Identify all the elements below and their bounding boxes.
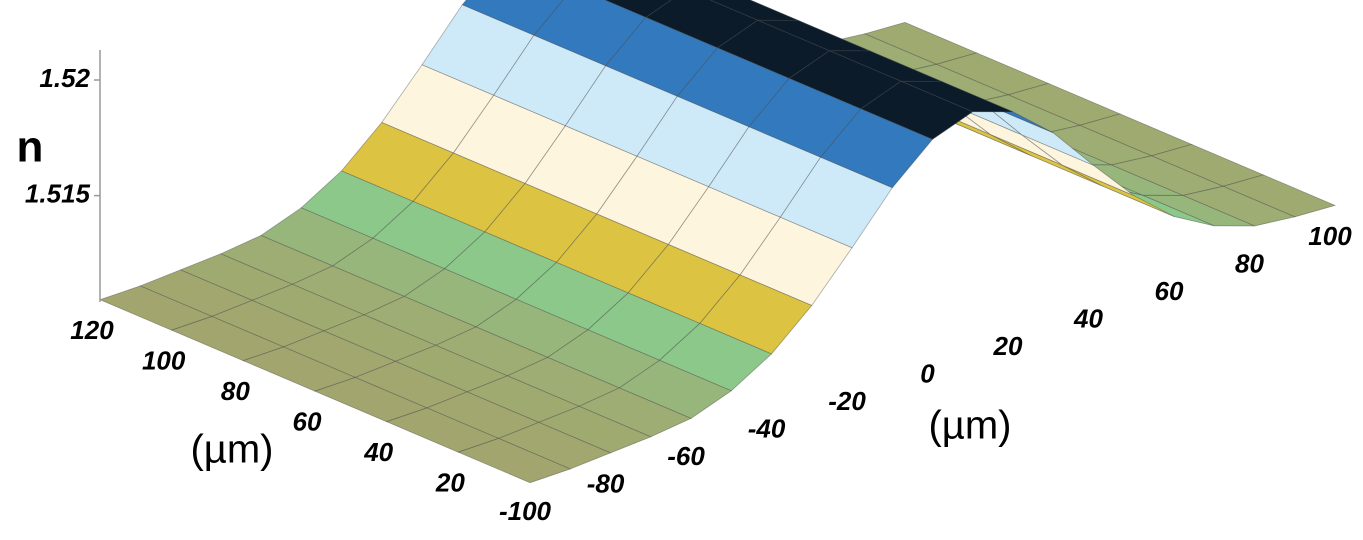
surface-cell	[618, 359, 733, 419]
x-tick-label: -20	[828, 386, 866, 416]
surface-cell	[578, 387, 692, 438]
y-axis-label: (µm)	[190, 428, 273, 472]
y-tick-label: 120	[70, 315, 114, 345]
surface-cell	[524, 125, 638, 215]
x-tick-label: 40	[1073, 303, 1103, 333]
surface-cell	[564, 65, 678, 157]
x-tick-label: -80	[587, 468, 625, 498]
surface-cell	[636, 95, 750, 188]
surface-cell	[475, 298, 589, 358]
y-tick-label: 80	[221, 376, 250, 406]
y-tick-label: 20	[435, 467, 465, 497]
surface-cell	[546, 329, 661, 389]
surface-cell	[322, 314, 437, 362]
surface-cell	[863, 21, 978, 65]
x-tick-label: -60	[667, 441, 705, 471]
y-tick-label: 40	[363, 437, 393, 467]
y-tick-label: 60	[293, 406, 322, 436]
surface-cell	[587, 292, 701, 361]
surface-cell	[394, 344, 509, 393]
surface-cell	[779, 156, 893, 249]
surface-cell	[1181, 185, 1297, 227]
surface-cell	[179, 253, 294, 301]
surface-cell	[537, 405, 652, 454]
surface-cell	[757, 19, 870, 52]
surface-cell	[604, 16, 719, 97]
surface-cell	[699, 274, 813, 355]
surface-cell	[497, 421, 612, 470]
surface-cell	[434, 326, 549, 377]
surface-cell	[506, 357, 621, 407]
x-tick-label: 60	[1155, 276, 1184, 306]
surface-cell	[627, 244, 741, 324]
surface-cell	[251, 283, 366, 332]
z-axis-label: n	[17, 123, 44, 172]
surface-cell	[1221, 174, 1337, 218]
surface-cell	[555, 213, 670, 294]
surface-cell	[354, 360, 469, 409]
surface-cell	[466, 375, 581, 423]
x-tick-label: 0	[920, 358, 935, 388]
surface-cell	[425, 391, 540, 439]
surface-cell	[282, 330, 397, 378]
surface-cell	[1142, 194, 1255, 227]
x-tick-label: 20	[993, 331, 1023, 361]
x-tick-label: -100	[499, 496, 552, 526]
surface-cell	[421, 4, 535, 96]
y-tick-label: 100	[142, 345, 186, 375]
surface-cell	[716, 19, 831, 79]
z-tick-label: 1.52	[39, 63, 90, 93]
x-axis-label: (µm)	[928, 404, 1011, 448]
surface-cell	[493, 34, 607, 127]
surface-cell	[457, 438, 572, 484]
surface-cell	[819, 108, 934, 189]
surface-cell	[900, 80, 1014, 113]
surface-cell	[739, 216, 853, 306]
x-tick-label: -40	[748, 413, 786, 443]
surface-cell	[860, 80, 974, 140]
surface-cell	[515, 261, 629, 331]
surface-cell	[139, 269, 254, 317]
x-tick-label: 100	[1308, 221, 1352, 251]
surface-cell	[676, 47, 790, 128]
surface-cell	[658, 322, 773, 392]
surface-cell	[443, 231, 558, 300]
z-tick-label: 1.515	[25, 179, 91, 209]
surface-cell	[596, 155, 710, 245]
surface-cell	[1021, 134, 1134, 196]
surface-cell	[603, 0, 672, 18]
x-tick-label: 80	[1235, 248, 1264, 278]
surface-cell	[645, 0, 759, 49]
surface-cell	[210, 299, 325, 348]
